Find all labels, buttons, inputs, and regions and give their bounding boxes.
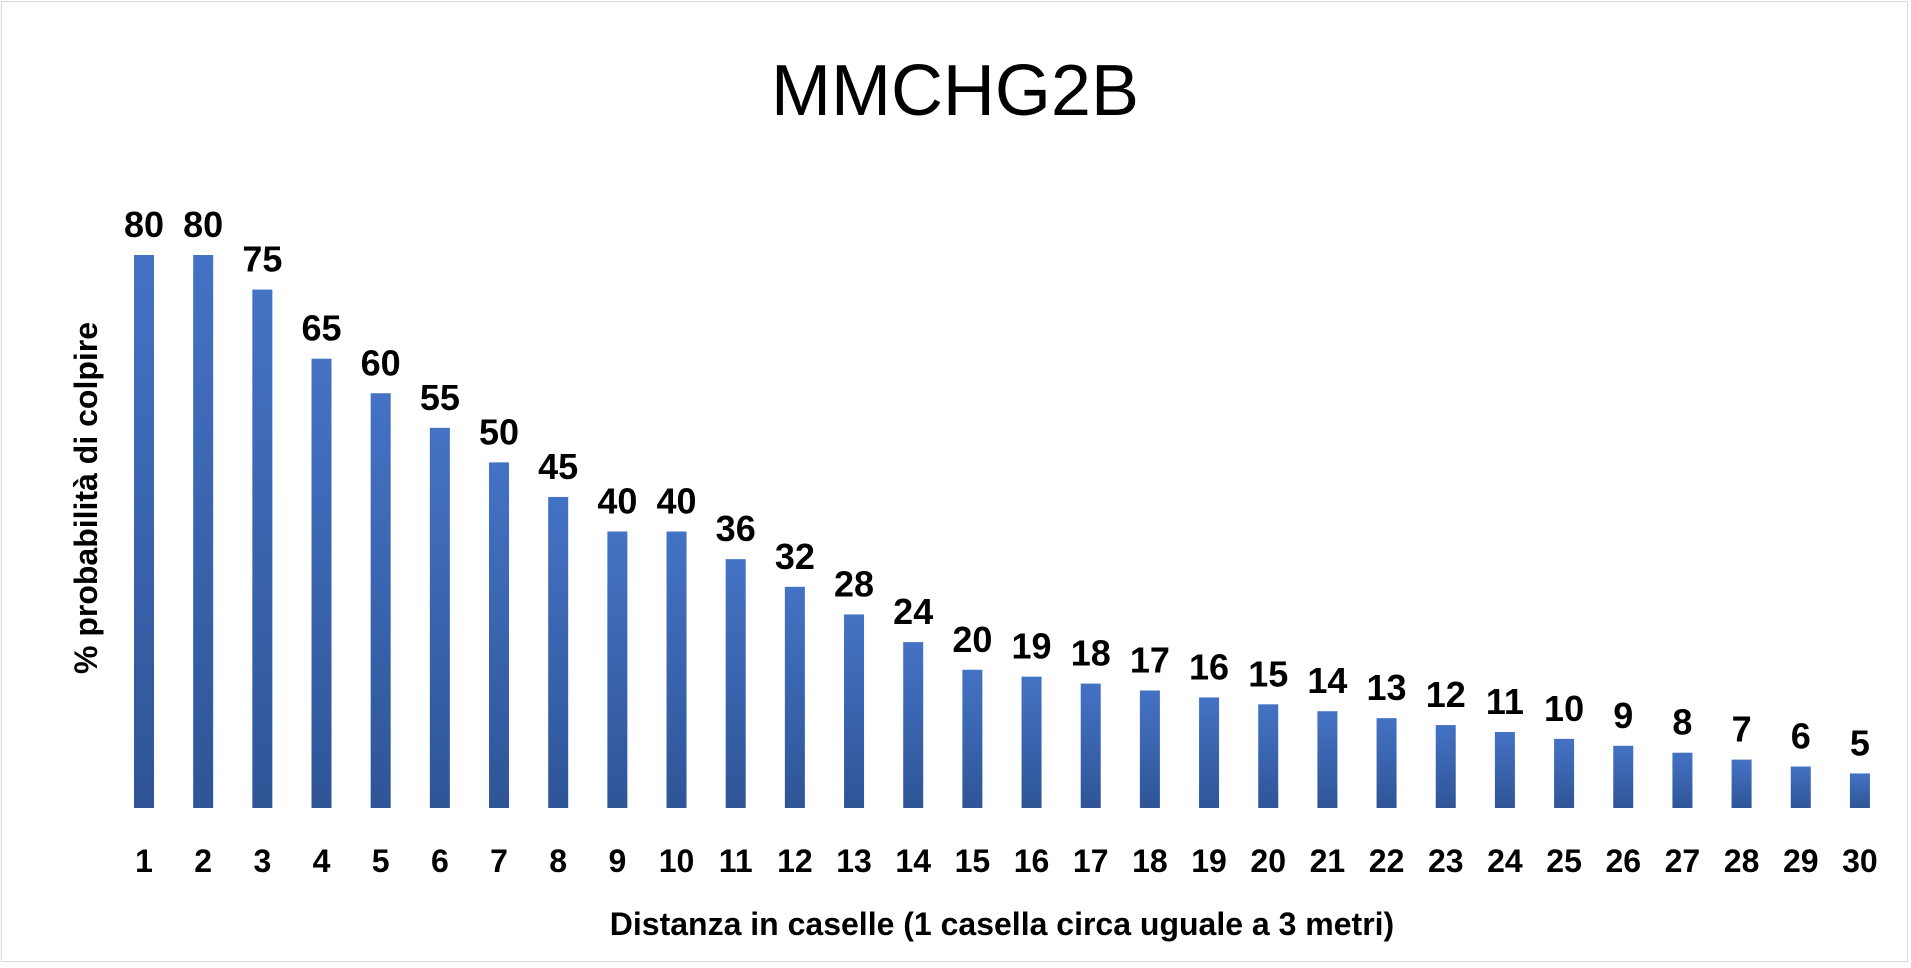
bar bbox=[1317, 711, 1338, 808]
data-label: 13 bbox=[1367, 667, 1407, 708]
x-axis-label: Distanza in caselle (1 casella circa ugu… bbox=[610, 906, 1394, 942]
data-label: 28 bbox=[834, 563, 874, 604]
bar bbox=[429, 427, 450, 808]
x-tick-label: 24 bbox=[1487, 843, 1523, 879]
y-axis-label: % probabilità di colpire bbox=[68, 322, 104, 674]
x-tick-label: 30 bbox=[1842, 843, 1878, 879]
bar bbox=[844, 614, 865, 808]
x-tick-label: 6 bbox=[431, 843, 449, 879]
data-label: 6 bbox=[1791, 716, 1811, 757]
data-label: 80 bbox=[124, 204, 164, 245]
bar bbox=[962, 669, 983, 808]
x-tick-label: 25 bbox=[1546, 843, 1582, 879]
x-tick-label: 29 bbox=[1783, 843, 1819, 879]
data-label: 5 bbox=[1850, 722, 1870, 763]
bar bbox=[370, 393, 391, 808]
x-tick-label: 7 bbox=[490, 843, 508, 879]
x-tick-label: 1 bbox=[135, 843, 153, 879]
data-label: 14 bbox=[1307, 660, 1347, 701]
bar bbox=[1494, 731, 1515, 808]
x-tick-label: 20 bbox=[1250, 843, 1286, 879]
data-label: 19 bbox=[1012, 626, 1052, 667]
x-tick-label: 22 bbox=[1369, 843, 1405, 879]
bar bbox=[252, 289, 273, 808]
data-label: 50 bbox=[479, 411, 519, 452]
x-tick-label: 9 bbox=[608, 843, 626, 879]
data-label: 8 bbox=[1672, 702, 1692, 743]
x-tick-label: 14 bbox=[895, 843, 931, 879]
data-label: 24 bbox=[893, 591, 933, 632]
data-label: 75 bbox=[242, 239, 282, 280]
x-tick-label: 27 bbox=[1665, 843, 1701, 879]
bar bbox=[1139, 690, 1160, 808]
data-label: 10 bbox=[1544, 688, 1584, 729]
x-tick-label: 21 bbox=[1310, 843, 1346, 879]
bar bbox=[1554, 738, 1575, 809]
bars-group bbox=[134, 255, 1870, 809]
bar bbox=[134, 255, 154, 808]
data-label: 36 bbox=[716, 508, 756, 549]
data-label: 40 bbox=[657, 481, 697, 522]
bar bbox=[1613, 745, 1634, 808]
data-label: 80 bbox=[183, 204, 223, 245]
x-tick-label: 4 bbox=[313, 843, 331, 879]
bar bbox=[903, 642, 924, 808]
data-label: 65 bbox=[301, 308, 341, 349]
chart-title: MMCHG2B bbox=[771, 51, 1139, 131]
x-tick-label: 26 bbox=[1605, 843, 1641, 879]
x-tick-label: 16 bbox=[1014, 843, 1050, 879]
x-tick-label: 10 bbox=[659, 843, 695, 879]
data-label: 9 bbox=[1613, 695, 1633, 736]
x-axis-tick-labels: 1 2 3 4 5 6 7 8 9 10 11 12 13 14 15 16 17 18 19 20 21 22 23 24 2… bbox=[135, 843, 1878, 879]
bar bbox=[666, 531, 687, 808]
data-label: 17 bbox=[1130, 639, 1170, 680]
bar bbox=[1672, 752, 1693, 808]
bar bbox=[1435, 725, 1456, 808]
bar bbox=[193, 255, 214, 808]
data-label: 11 bbox=[1486, 681, 1524, 722]
bar bbox=[1080, 683, 1101, 808]
bar bbox=[1258, 704, 1279, 808]
data-label: 7 bbox=[1732, 709, 1752, 750]
bar bbox=[489, 462, 510, 809]
data-label: 15 bbox=[1248, 653, 1288, 694]
bar bbox=[1376, 718, 1397, 808]
bar bbox=[1199, 697, 1220, 808]
x-tick-label: 8 bbox=[549, 843, 567, 879]
bar bbox=[1021, 676, 1042, 808]
x-tick-label: 23 bbox=[1428, 843, 1464, 879]
data-label: 55 bbox=[420, 377, 460, 418]
data-label: 20 bbox=[952, 619, 992, 660]
x-tick-label: 18 bbox=[1132, 843, 1168, 879]
data-label: 32 bbox=[775, 536, 815, 577]
bar bbox=[607, 531, 628, 808]
bar bbox=[725, 559, 746, 808]
x-tick-label: 17 bbox=[1073, 843, 1109, 879]
bar bbox=[1731, 759, 1752, 808]
data-label: 60 bbox=[361, 342, 401, 383]
x-tick-label: 5 bbox=[372, 843, 390, 879]
data-label: 18 bbox=[1071, 633, 1111, 674]
bar bbox=[548, 496, 569, 808]
x-tick-label: 28 bbox=[1724, 843, 1760, 879]
bar bbox=[784, 586, 805, 808]
x-tick-label: 13 bbox=[836, 843, 872, 879]
data-label: 16 bbox=[1189, 646, 1229, 687]
x-tick-label: 3 bbox=[253, 843, 271, 879]
data-label: 40 bbox=[597, 481, 637, 522]
x-tick-label: 19 bbox=[1191, 843, 1227, 879]
bar bbox=[1790, 766, 1811, 808]
bar bbox=[311, 358, 332, 808]
x-tick-label: 15 bbox=[955, 843, 991, 879]
x-tick-label: 12 bbox=[777, 843, 813, 879]
data-label: 12 bbox=[1426, 674, 1466, 715]
data-label: 45 bbox=[538, 446, 578, 487]
x-tick-label: 11 bbox=[719, 843, 753, 879]
x-tick-label: 2 bbox=[194, 843, 212, 879]
bar bbox=[1849, 773, 1870, 808]
